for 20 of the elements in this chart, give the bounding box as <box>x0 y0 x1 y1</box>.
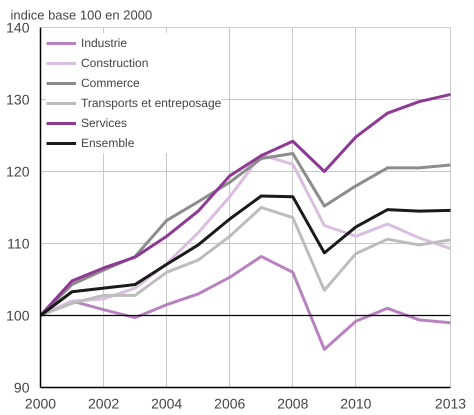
chart-title: indice base 100 en 2000 <box>10 8 152 22</box>
legend-label: Industrie <box>81 36 128 50</box>
legend-label: Services <box>81 116 128 130</box>
x-tick-label: 2004 <box>151 396 182 412</box>
x-tick-label: 2013 <box>434 396 466 412</box>
y-tick-label: 120 <box>6 164 30 180</box>
y-tick-label: 110 <box>7 236 30 252</box>
x-tick-label: 2008 <box>277 396 309 412</box>
legend-label: Construction <box>81 56 148 70</box>
legend-label: Transports et entreposage <box>81 96 222 110</box>
x-tick-label: 2006 <box>214 396 246 412</box>
x-tick-label: 2000 <box>24 396 56 412</box>
y-tick-label: 140 <box>6 20 30 36</box>
x-tick-label: 2010 <box>340 396 372 412</box>
y-tick-label: 100 <box>6 308 30 324</box>
legend-label: Commerce <box>81 76 140 90</box>
y-tick-label: 130 <box>6 92 30 108</box>
legend-label: Ensemble <box>81 136 134 150</box>
x-tick-label: 2002 <box>88 396 120 412</box>
y-tick-label: 90 <box>14 380 30 396</box>
